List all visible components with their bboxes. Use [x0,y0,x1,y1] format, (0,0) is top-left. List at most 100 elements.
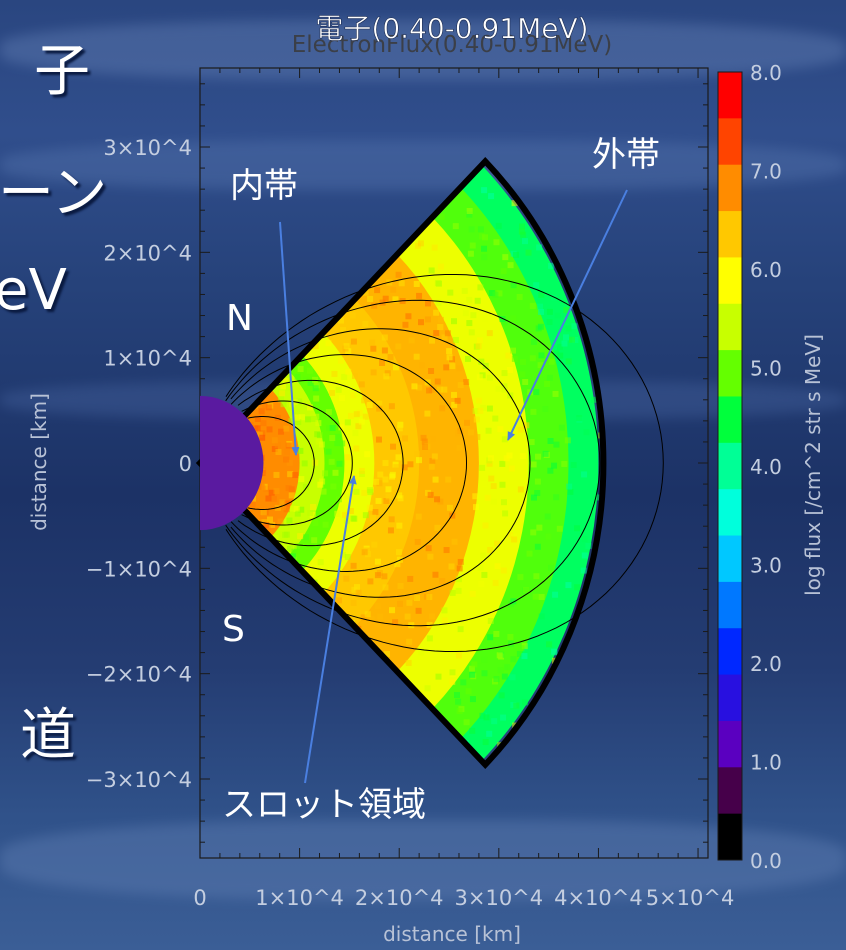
flux-speckle [294,414,301,421]
flux-speckle [502,254,509,261]
flux-speckle [421,438,428,445]
flux-speckle [339,551,346,558]
flux-speckle [340,327,347,334]
flux-speckle [449,678,456,685]
flux-speckle [316,432,323,439]
flux-speckle [311,415,318,422]
flux-speckle [496,652,503,659]
flux-speckle [274,414,281,421]
flux-speckle [369,514,376,521]
colorbar-segment [718,767,742,815]
flux-speckle [477,564,484,571]
flux-speckle [456,444,463,451]
flux-speckle [563,307,570,314]
flux-speckle [317,481,324,488]
flux-speckle [297,533,304,540]
colorbar-tick-label: 2.0 [750,652,782,676]
flux-speckle [261,403,268,410]
colorbar-segment [718,396,742,444]
flux-speckle [335,386,342,393]
flux-speckle [389,471,396,478]
flux-speckle [350,562,357,569]
south-label: S [222,609,245,650]
flux-speckle [486,330,493,337]
flux-speckle [574,525,581,532]
flux-speckle [382,460,389,467]
flux-speckle [463,719,470,726]
y-tick-label: 2×10^4 [103,241,192,265]
flux-speckle [580,567,587,574]
flux-speckle [424,316,431,323]
cloud-band [0,20,846,80]
flux-speckle [517,426,524,433]
flux-speckle [312,459,319,466]
flux-speckle [273,488,280,495]
colorbar-segment [718,164,742,212]
flux-speckle [288,418,295,425]
flux-speckle [478,581,485,588]
flux-speckle [536,524,543,531]
flux-speckle [469,242,476,249]
flux-speckle [445,476,452,483]
flux-speckle [534,453,541,460]
flux-speckle [501,370,508,377]
flux-speckle [490,498,497,505]
flux-speckle [511,536,518,543]
flux-speckle [299,414,306,421]
flux-speckle [572,336,579,343]
flux-speckle [368,616,375,623]
flux-speckle [267,516,274,523]
flux-speckle [452,336,459,343]
flux-speckle [554,312,561,319]
flux-speckle [520,231,527,238]
colorbar-tick-label: 6.0 [750,258,782,282]
flux-speckle [353,488,360,495]
flux-speckle [477,226,484,233]
colorbar-segment [718,72,742,119]
flux-speckle [491,718,498,725]
flux-speckle [530,408,537,415]
flux-speckle [431,244,438,251]
flux-speckle [392,364,399,371]
flux-speckle [518,223,525,230]
inner-belt-label: 内帯 [230,166,298,206]
flux-speckle [397,600,404,607]
flux-speckle [413,594,420,601]
flux-speckle [312,385,319,392]
flux-speckle [585,542,592,549]
flux-speckle [384,370,391,377]
flux-speckle [464,355,471,362]
flux-speckle [519,453,526,460]
field-line [247,416,315,510]
flux-speckle [511,355,518,362]
flux-speckle [537,362,544,369]
flux-speckle [318,441,325,448]
colorbar [717,71,743,861]
flux-speckle [285,384,292,391]
flux-speckle [329,425,336,432]
flux-speckle [420,434,427,441]
flux-speckle [397,582,404,589]
flux-speckle [428,267,435,274]
flux-speckle [397,421,404,428]
cloud-band [0,820,846,900]
colorbar-tick-labels: 8.0 7.0 6.0 5.0 4.0 3.0 2.0 1.0 0.0 [750,61,782,873]
flux-speckle [546,318,553,325]
flux-speckle [389,607,396,614]
flux-speckle [278,428,285,435]
flux-speckle [548,564,555,571]
flux-speckle [364,611,371,618]
flux-speckle [366,487,373,494]
flux-speckle [583,429,590,436]
flux-speckle [285,442,292,449]
flux-speckle [381,347,388,354]
colorbar-tick-label: 8.0 [750,61,782,85]
flux-speckle [561,460,568,467]
flux-speckle [395,271,402,278]
flux-speckle [435,299,442,306]
flux-speckle [334,433,341,440]
field-line [237,379,404,547]
flux-speckle [395,549,402,556]
flux-speckle [383,373,390,380]
